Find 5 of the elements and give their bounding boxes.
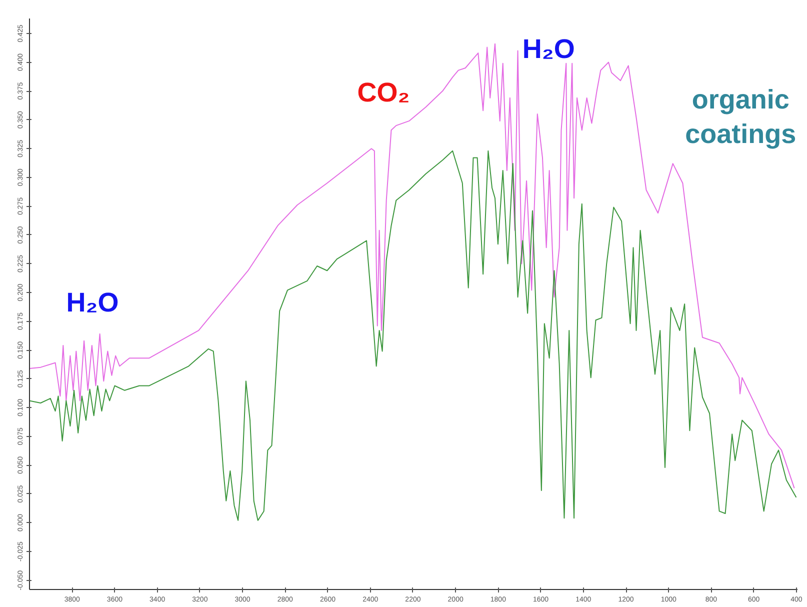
annotation: H₂O [522,34,575,64]
line-series [30,150,797,521]
annotation: H₂O [66,287,119,318]
annotation: organic coatings [685,84,796,149]
annotation: CO₂ [357,78,410,108]
